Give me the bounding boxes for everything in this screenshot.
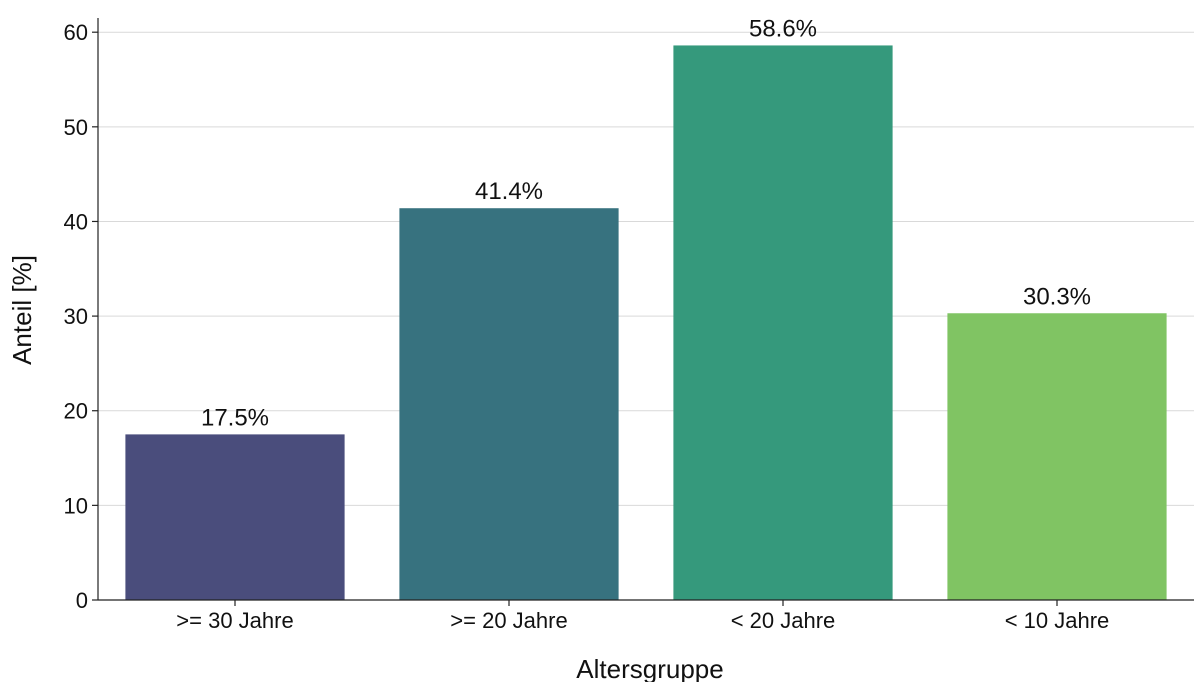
x-tick-label: >= 20 Jahre xyxy=(450,608,567,633)
bar xyxy=(947,313,1167,600)
bar-value-label: 41.4% xyxy=(475,178,543,205)
y-tick-label: 60 xyxy=(64,20,88,45)
x-tick-label: < 10 Jahre xyxy=(1005,608,1110,633)
y-tick-label: 30 xyxy=(64,304,88,329)
y-axis-title: Anteil [%] xyxy=(7,255,37,365)
x-tick-label: >= 30 Jahre xyxy=(176,608,293,633)
y-tick-label: 0 xyxy=(76,588,88,613)
y-tick-label: 10 xyxy=(64,493,88,518)
y-tick-label: 20 xyxy=(64,399,88,424)
axes xyxy=(92,18,1194,606)
x-tick-label: < 20 Jahre xyxy=(731,608,836,633)
bar-value-label: 17.5% xyxy=(201,404,269,431)
bar-value-label: 58.6% xyxy=(749,15,817,42)
bar xyxy=(125,434,345,600)
bar xyxy=(399,208,619,600)
y-tick-label: 40 xyxy=(64,209,88,234)
bar-value-label: 30.3% xyxy=(1023,283,1091,310)
labels: 0 10 20 30 40 50 60 17.5% >= 30 Jahre 41.4% >= 20 … xyxy=(64,15,1110,633)
x-axis-title: Altersgruppe xyxy=(576,654,723,682)
bar xyxy=(673,45,893,600)
y-tick-label: 50 xyxy=(64,115,88,140)
bars xyxy=(125,45,1167,600)
